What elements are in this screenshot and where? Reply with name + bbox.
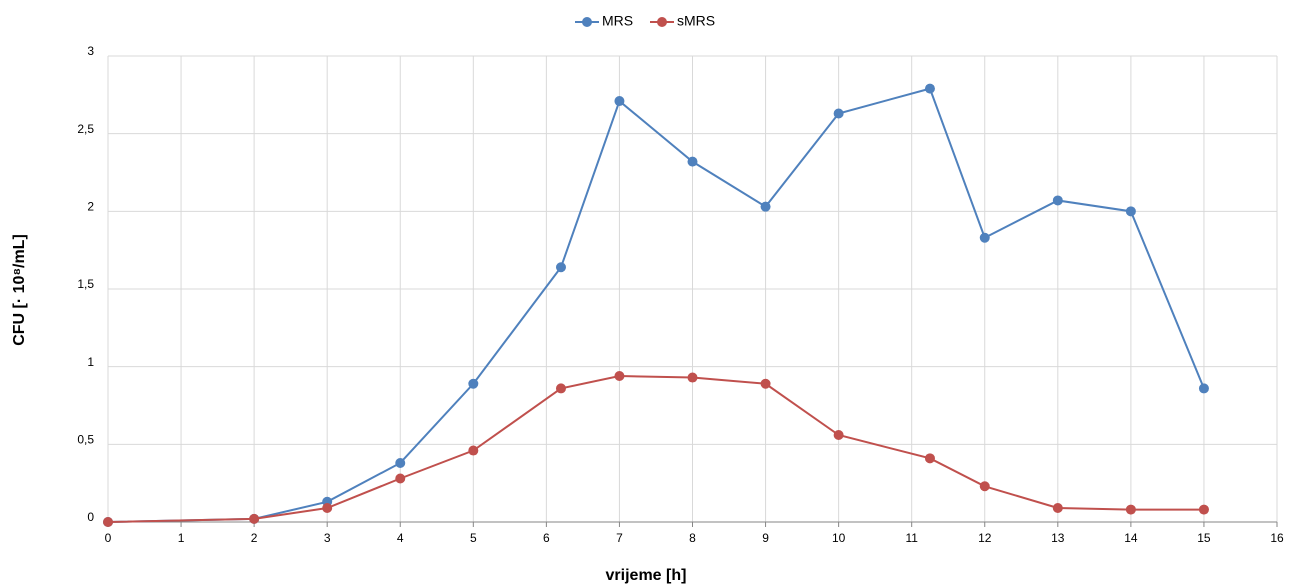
x-tick-label: 3 [324,531,331,545]
legend-marker [657,17,667,27]
data-point [249,513,260,524]
x-tick-label: 2 [251,531,258,545]
data-point [614,96,625,107]
x-tick-label: 16 [1270,531,1284,545]
x-tick-label: 4 [397,531,404,545]
data-point [760,378,771,389]
y-tick-label: 0 [87,510,94,524]
data-point [1052,195,1063,206]
x-axis-title: vrijeme [h] [606,567,687,584]
legend-label: sMRS [677,13,715,29]
x-tick-label: 8 [689,531,696,545]
y-tick-label: 2 [87,200,94,214]
x-tick-label: 15 [1197,531,1211,545]
data-point [468,378,479,389]
x-tick-label: 10 [832,531,846,545]
x-tick-label: 9 [762,531,769,545]
data-point [1052,503,1063,514]
x-tick-label: 7 [616,531,623,545]
series-line [107,87,1205,523]
x-tick-label: 0 [105,531,112,545]
y-axis-title: CFU [· 10⁸/mL] [11,234,28,346]
legend-marker [582,17,592,27]
series-line [107,374,1204,523]
y-tick-label: 1 [87,355,94,369]
data-point [1198,504,1209,515]
data-point [1198,383,1209,394]
y-tick-label: 2,5 [77,122,94,136]
data-point [979,481,990,492]
data-point [687,372,698,383]
data-point [395,457,406,468]
data-point [1125,206,1136,217]
data-point [555,383,566,394]
x-tick-label: 11 [905,531,918,545]
x-tick-label: 13 [1051,531,1065,545]
x-tick-label: 5 [470,531,477,545]
y-tick-label: 0,5 [77,433,94,447]
data-point [395,473,406,484]
x-tick-label: 1 [178,531,185,545]
x-tick-label: 6 [543,531,550,545]
data-point [833,430,844,441]
data-point [103,517,113,527]
y-tick-label: 3 [87,44,94,58]
data-point [468,445,479,456]
data-point [555,262,566,273]
data-point [614,370,625,381]
legend-label: MRS [602,13,633,29]
data-point [924,453,935,464]
data-point [760,201,771,212]
data-point [687,156,698,167]
y-tick-label: 1,5 [77,277,94,291]
x-tick-label: 12 [978,531,992,545]
data-point [979,232,990,243]
x-tick-label: 14 [1124,531,1138,545]
data-point [322,503,333,514]
data-point [924,83,935,94]
data-point [833,108,844,119]
data-point [1125,504,1136,515]
